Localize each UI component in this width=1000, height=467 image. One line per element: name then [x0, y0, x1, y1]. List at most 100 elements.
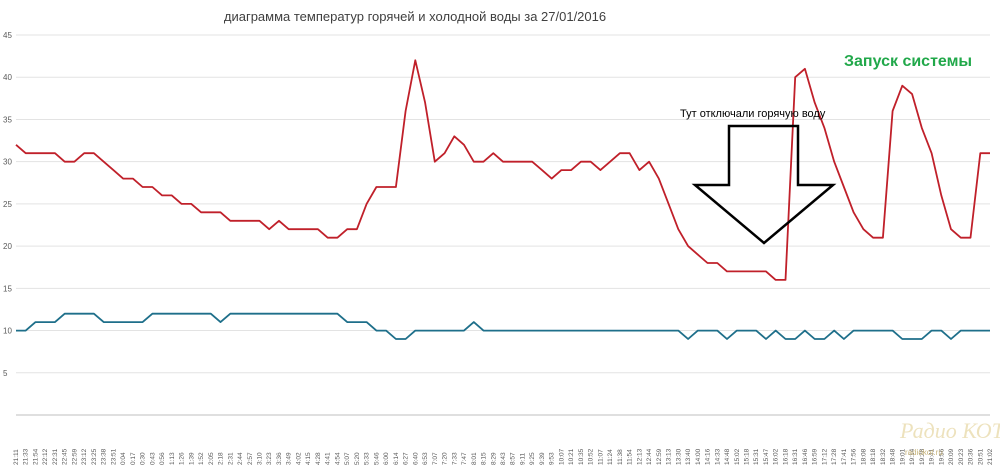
x-tick-label: 21:02 — [987, 448, 994, 465]
y-axis: 5 10 15 20 25 30 35 40 45 — [3, 31, 12, 378]
hot-water-off-note: Тут отключали горячую воду — [680, 108, 826, 120]
gridlines — [16, 34, 990, 416]
x-tick-label: 10:07 — [558, 448, 565, 465]
x-tick-label: 18:08 — [860, 448, 867, 465]
x-tick-label: 21:54 — [32, 448, 39, 465]
x-tick-label: 16:02 — [773, 448, 780, 465]
x-tick-label: 14:33 — [714, 448, 721, 465]
x-tick-label: 6:40 — [412, 452, 419, 465]
x-tick-label: 19:41 — [929, 448, 936, 465]
x-tick-label: 1:52 — [198, 452, 205, 465]
x-tick-label: 20:51 — [977, 448, 984, 465]
x-tick-label: 13:13 — [666, 448, 673, 465]
cold-water-series-line — [16, 312, 990, 340]
x-tick-label: 4:54 — [334, 452, 341, 465]
series-lines — [15, 59, 990, 340]
y-tick-label: 40 — [3, 73, 12, 82]
shutdown-arrow-icon — [691, 124, 837, 245]
x-tick-label: 1:39 — [188, 452, 195, 465]
x-tick-label: 20:23 — [958, 448, 965, 465]
hot-water-series-line — [15, 59, 990, 281]
x-tick-label: 2:05 — [208, 452, 215, 465]
y-tick-label: 10 — [3, 327, 12, 336]
x-tick-label: 8:01 — [471, 452, 478, 465]
x-tick-label: 2:31 — [227, 452, 234, 465]
y-tick-label: 20 — [3, 242, 12, 251]
x-tick-label: 19:56 — [938, 448, 945, 465]
x-tick-label: 6:53 — [422, 452, 429, 465]
x-tick-label: 10:52 — [588, 448, 595, 465]
x-tick-label: 15:18 — [744, 448, 751, 465]
y-tick-label: 5 — [3, 369, 8, 378]
y-tick-label: 45 — [3, 31, 12, 40]
x-tick-label: 2:18 — [218, 452, 225, 465]
x-tick-label: 9:39 — [539, 452, 546, 465]
x-tick-label: 1:13 — [169, 452, 176, 465]
x-tick-label: 12:59 — [656, 448, 663, 465]
x-tick-label: 0:30 — [140, 452, 147, 465]
x-tick-label: 21:33 — [23, 448, 30, 465]
x-tick-label: 9:25 — [529, 452, 536, 465]
x-tick-label: 14:48 — [724, 448, 731, 465]
x-tick-label: 16:31 — [792, 448, 799, 465]
x-tick-label: 5:20 — [354, 452, 361, 465]
x-tick-label: 15:31 — [753, 448, 760, 465]
x-tick-label: 21:11 — [13, 449, 20, 465]
x-tick-label: 8:15 — [481, 452, 488, 465]
x-tick-label: 23:12 — [81, 448, 88, 465]
x-tick-label: 22:31 — [52, 448, 59, 465]
x-tick-label: 8:43 — [500, 452, 507, 465]
x-tick-label: 17:28 — [831, 448, 838, 465]
x-tick-label: 7:33 — [451, 452, 458, 465]
x-tick-label: 8:29 — [490, 452, 497, 465]
y-tick-label: 35 — [3, 115, 12, 124]
x-tick-label: 4:41 — [325, 452, 332, 465]
x-tick-label: 23:51 — [110, 448, 117, 465]
x-tick-label: 18:32 — [880, 448, 887, 465]
x-tick-label: 12:44 — [646, 448, 653, 465]
x-tick-label: 17:12 — [821, 448, 828, 465]
x-tick-label: 3:10 — [257, 452, 264, 465]
x-tick-label: 6:27 — [403, 452, 410, 465]
x-tick-label: 15:02 — [734, 448, 741, 465]
x-tick-label: 7:07 — [432, 452, 439, 465]
x-tick-label: 5:46 — [373, 452, 380, 465]
x-tick-label: 6:14 — [393, 452, 400, 465]
x-tick-label: 17:41 — [841, 448, 848, 465]
x-tick-label: 0:17 — [130, 452, 137, 465]
x-tick-label: 22:12 — [42, 448, 49, 465]
x-tick-label: 13:30 — [675, 448, 682, 465]
x-tick-label: 22:59 — [71, 448, 78, 465]
x-tick-label: 9:11 — [519, 452, 526, 465]
x-tick-label: 17:56 — [851, 448, 858, 465]
x-tick-label: 11:24 — [607, 449, 614, 465]
x-tick-label: 10:35 — [578, 448, 585, 465]
x-tick-label: 16:18 — [782, 448, 789, 465]
x-tick-label: 22:45 — [62, 448, 69, 465]
x-tick-label: 3:23 — [266, 452, 273, 465]
x-tick-label: 12:13 — [636, 448, 643, 465]
x-tick-label: 23:38 — [101, 448, 108, 465]
y-tick-label: 30 — [3, 158, 12, 167]
x-tick-label: 6:00 — [383, 452, 390, 465]
x-tick-label: 2:57 — [247, 452, 254, 465]
radiokot-watermark-site: radiokot.ru — [905, 448, 943, 457]
x-tick-label: 8:57 — [510, 452, 517, 465]
x-tick-label: 13:40 — [685, 448, 692, 465]
x-tick-label: 7:47 — [461, 452, 468, 465]
x-tick-label: 16:59 — [812, 448, 819, 465]
x-tick-label: 0:04 — [120, 452, 127, 465]
x-tick-label: 19:28 — [919, 448, 926, 465]
x-tick-label: 14:16 — [705, 448, 712, 465]
x-tick-label: 14:00 — [695, 448, 702, 465]
x-axis: 21:11 21:33 21:54 22:12 22:31 22:45 22:59 23:12… — [13, 448, 994, 465]
x-tick-label: 5:33 — [364, 452, 371, 465]
radiokot-watermark-logo: Радио КОТ — [899, 418, 1000, 443]
x-tick-label: 5:07 — [344, 452, 351, 465]
y-tick-label: 15 — [3, 284, 12, 293]
x-tick-label: 19:14 — [909, 448, 916, 465]
x-tick-label: 10:21 — [568, 448, 575, 465]
x-tick-label: 4:15 — [305, 452, 312, 465]
x-tick-label: 18:18 — [870, 448, 877, 465]
x-tick-label: 7:20 — [442, 452, 449, 465]
